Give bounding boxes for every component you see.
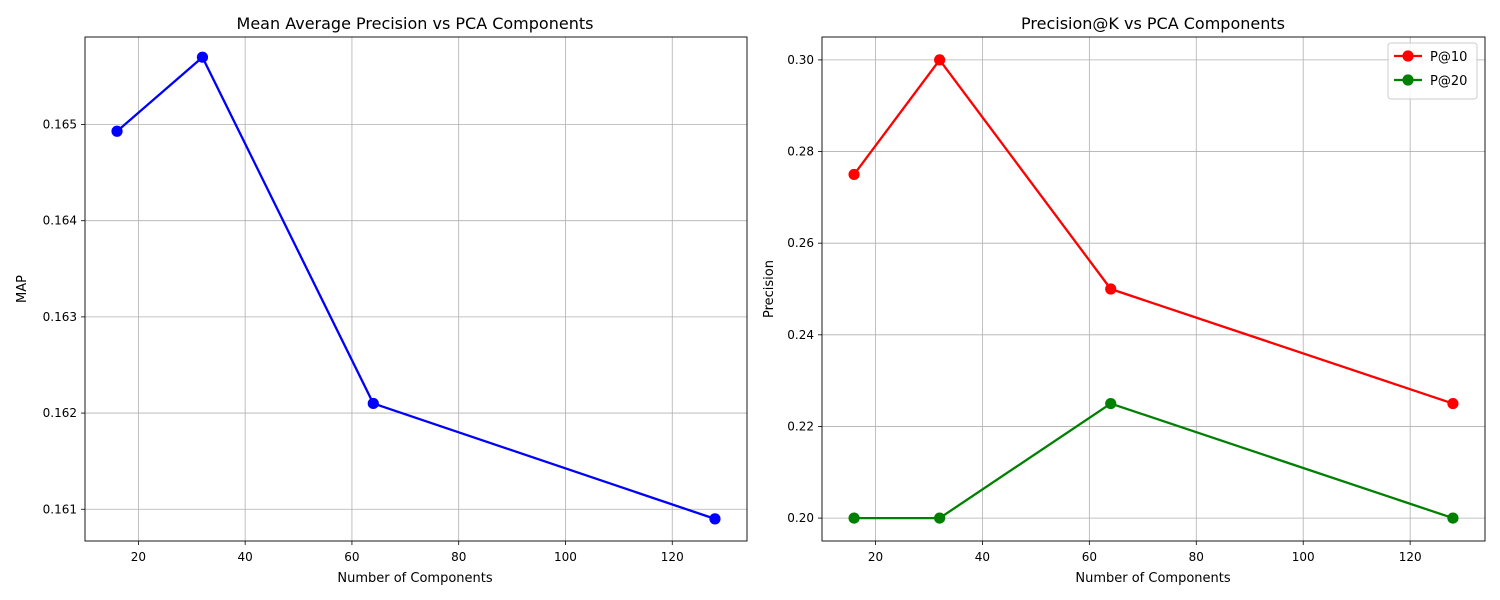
precision-chart-series-line-p-20 <box>854 402 1454 520</box>
precision-chart-plot-area: 20 40 60 80 100 120 0.20 0.22 0.24 0.26 0.28 0.30 P@… <box>787 36 1486 564</box>
precision-chart-axes-frame <box>821 36 1486 542</box>
map-chart-x-tick-label: 120 <box>661 550 684 564</box>
precision-chart-y-tick-label: 0.20 <box>787 511 814 525</box>
map-chart-y-tick-label: 0.161 <box>43 502 77 516</box>
map-chart-data-point-map <box>367 397 379 410</box>
precision-chart-data-point-p-10 <box>1105 283 1117 295</box>
map-chart-y-tick-label: 0.165 <box>43 118 77 132</box>
map-chart-x-tick-label: 40 <box>238 550 253 564</box>
precision-chart-data-point-p-20 <box>1105 397 1117 410</box>
precision-chart-title: Precision@K vs PCA Components <box>1021 14 1285 33</box>
map-chart-x-tick-label: 60 <box>344 550 359 564</box>
map-chart-x-tick-label: 100 <box>554 550 577 564</box>
precision-chart-data-point-p-20 <box>934 512 946 524</box>
map-chart: Mean Average Precision vs PCA Components… <box>15 14 748 586</box>
precision-chart-series-line-p-10 <box>853 58 1454 405</box>
map-chart-data-point-map <box>111 125 123 137</box>
map-chart-series-line-map <box>116 56 716 520</box>
map-chart-x-axis-label: Number of Components <box>337 571 492 586</box>
map-chart-axes-frame <box>84 36 748 542</box>
precision-chart-x-tick-label: 40 <box>975 550 990 564</box>
map-chart-plot-area: 20 40 60 80 100 120 0.161 0.162 0.163 0.164 0.165 <box>43 36 748 564</box>
map-chart-y-tick-label: 0.163 <box>43 310 77 324</box>
map-chart-title: Mean Average Precision vs PCA Components <box>237 14 594 33</box>
precision-chart: Precision@K vs PCA Components 20 40 60 80 10… <box>762 14 1486 586</box>
map-chart-data-point-map <box>196 51 209 63</box>
precision-chart-legend-marker-p-10 <box>1402 50 1414 62</box>
precision-chart-x-tick-label: 100 <box>1292 550 1315 564</box>
map-chart-y-axis-label: MAP <box>15 275 30 303</box>
precision-chart-y-tick-label: 0.26 <box>787 236 814 250</box>
precision-chart-legend-label-p-20: P@20 <box>1430 74 1467 89</box>
precision-chart-x-tick-label: 120 <box>1399 550 1422 564</box>
precision-chart-y-tick-label: 0.28 <box>787 145 814 159</box>
precision-chart-x-tick-label: 20 <box>868 550 883 564</box>
precision-chart-legend-marker-p-20 <box>1402 74 1414 86</box>
precision-chart-y-tick-label: 0.24 <box>787 328 814 342</box>
precision-chart-y-axis-label: Precision <box>762 260 777 318</box>
precision-chart-data-point-p-10 <box>1447 397 1459 410</box>
precision-chart-data-point-p-20 <box>848 512 860 524</box>
map-chart-data-point-map <box>709 513 721 525</box>
precision-chart-legend: P@10 P@20 <box>1387 42 1478 100</box>
precision-chart-x-axis-label: Number of Components <box>1075 571 1230 586</box>
precision-chart-data-point-p-10 <box>848 168 860 181</box>
precision-chart-y-tick-label: 0.22 <box>787 419 814 433</box>
precision-chart-x-tick-label: 80 <box>1189 550 1204 564</box>
precision-chart-legend-label-p-10: P@10 <box>1430 50 1467 65</box>
map-chart-x-tick-label: 20 <box>131 550 146 564</box>
precision-chart-y-tick-label: 0.30 <box>787 53 814 67</box>
map-chart-y-tick-label: 0.162 <box>43 406 77 420</box>
precision-chart-x-tick-label: 60 <box>1082 550 1097 564</box>
precision-chart-data-point-p-10 <box>934 54 946 66</box>
map-chart-x-tick-label: 80 <box>451 550 466 564</box>
precision-chart-data-point-p-20 <box>1447 512 1459 524</box>
map-chart-y-tick-label: 0.164 <box>43 214 77 228</box>
